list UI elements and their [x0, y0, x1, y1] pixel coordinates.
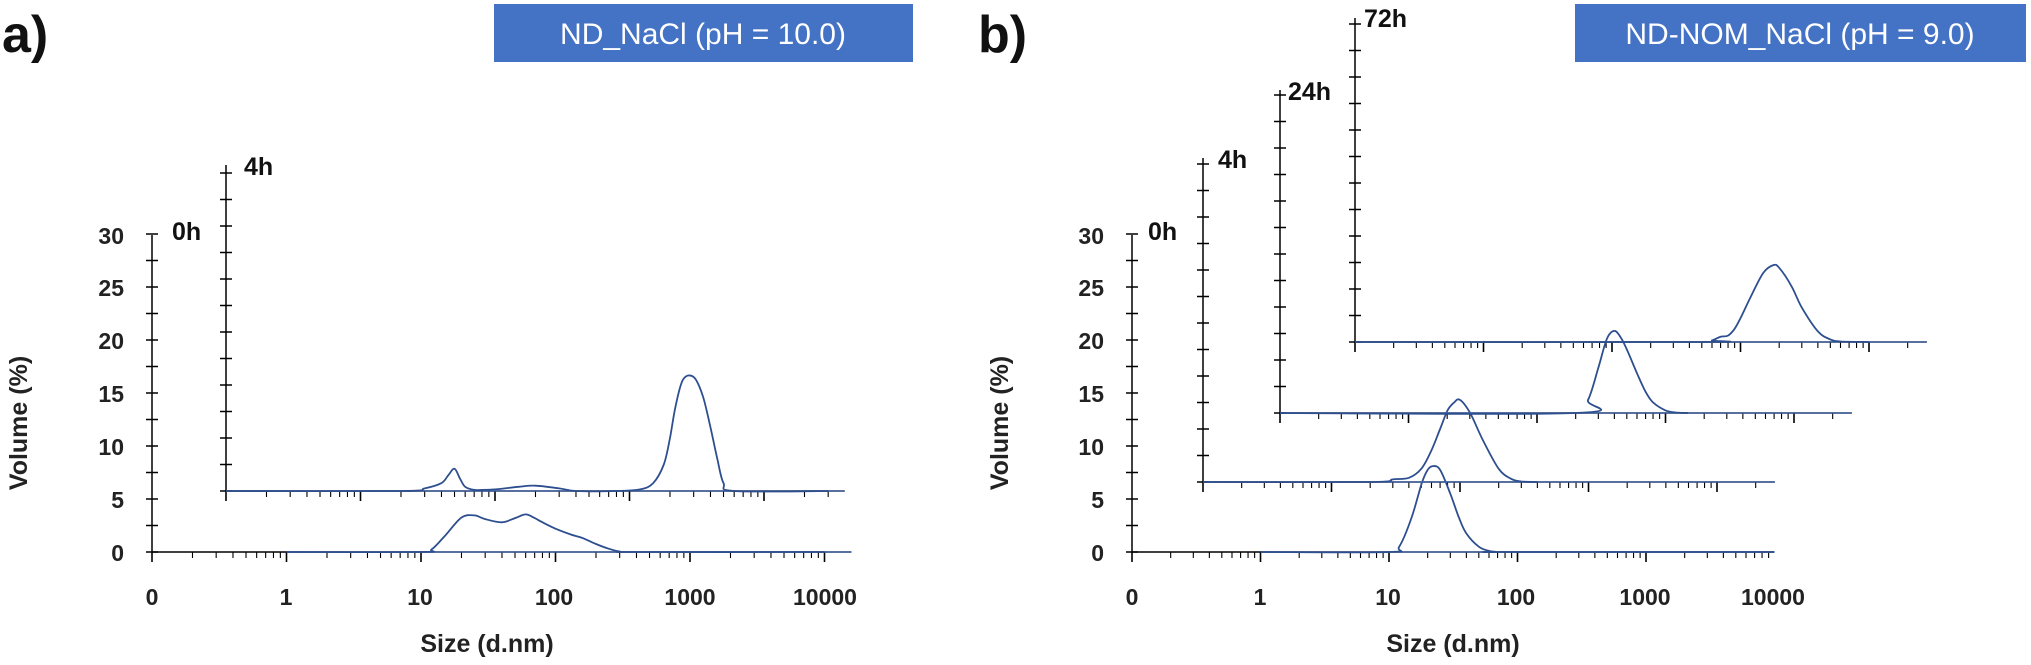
panel-b-y-tick-labels: 0 5 10 15 20 25 30: [1078, 223, 1104, 566]
panel-b-y-axis-title: Volume (%): [986, 356, 1014, 490]
panel-b-axes: [1126, 18, 1927, 562]
x-tick-label: 100: [535, 584, 573, 610]
y-tick-label: 25: [98, 275, 124, 301]
series-line-0h: [1260, 465, 1775, 554]
x-tick-label: 0: [146, 584, 159, 610]
x-tick-label: 100: [1497, 584, 1535, 610]
panel-b-title: ND-NOM_NaCl (pH = 9.0): [1625, 18, 1974, 51]
x-tick-label: 10: [1375, 584, 1401, 610]
x-tick-label: 10: [407, 584, 433, 610]
y-tick-label: 30: [98, 223, 124, 249]
panel-b-x-tick-labels: 0 1 10 100 1000 10000: [1126, 584, 1805, 610]
panel-b-x-axis-title: Size (d.nm): [1386, 630, 1519, 658]
series-label: 4h: [244, 153, 273, 181]
y-tick-label: 25: [1078, 275, 1104, 301]
x-tick-label: 1000: [664, 584, 715, 610]
y-tick-label: 15: [98, 381, 124, 407]
panel-b: b) ND-NOM_NaCl (pH = 9.0) 0 5 10 15 20 2…: [978, 4, 2026, 658]
series-label: 72h: [1364, 5, 1407, 33]
y-tick-label: 15: [1078, 381, 1104, 407]
series-line-4h: [225, 374, 829, 493]
series-line-0h: [286, 513, 825, 554]
panel-a: a) ND_NaCl (pH = 10.0) 0 5 10 15 20 25 3…: [2, 4, 913, 658]
series-label: 0h: [1148, 218, 1177, 246]
panel-a-x-tick-labels: 0 1 10 100 1000 10000: [146, 584, 857, 610]
panel-a-title-box: [494, 4, 913, 62]
panel-a-curves: [225, 374, 852, 554]
y-tick-label: 5: [111, 487, 124, 513]
x-tick-label: 10000: [1741, 584, 1805, 610]
y-tick-label: 0: [1091, 540, 1104, 566]
y-tick-label: 30: [1078, 223, 1104, 249]
series-line-24h: [1279, 330, 1689, 415]
y-tick-label: 0: [111, 540, 124, 566]
y-tick-label: 20: [1078, 328, 1104, 354]
panel-b-label: b): [978, 6, 1027, 64]
series-label: 4h: [1218, 146, 1247, 174]
series-label: 24h: [1288, 78, 1331, 106]
series-line-72h: [1354, 263, 1870, 344]
y-tick-label: 20: [98, 328, 124, 354]
panel-a-y-tick-labels: 0 5 10 15 20 25 30: [98, 223, 124, 566]
panel-a-title: ND_NaCl (pH = 10.0): [560, 18, 846, 51]
x-tick-label: 10000: [793, 584, 857, 610]
x-tick-label: 0: [1126, 584, 1139, 610]
panel-b-curves: [1202, 263, 1927, 554]
x-tick-label: 1: [1254, 584, 1267, 610]
x-tick-label: 1: [280, 584, 293, 610]
x-tick-label: 1000: [1619, 584, 1670, 610]
panel-b-title-box: [1575, 4, 2026, 62]
panel-a-y-axis-title: Volume (%): [5, 356, 33, 490]
y-tick-label: 10: [98, 434, 124, 460]
series-line-4h: [1202, 398, 1538, 484]
series-label: 0h: [172, 218, 201, 246]
y-tick-label: 5: [1091, 487, 1104, 513]
panel-a-x-axis-title: Size (d.nm): [420, 630, 553, 658]
panel-a-axes: [146, 165, 852, 562]
y-tick-label: 10: [1078, 434, 1104, 460]
panel-a-label: a): [2, 6, 48, 64]
